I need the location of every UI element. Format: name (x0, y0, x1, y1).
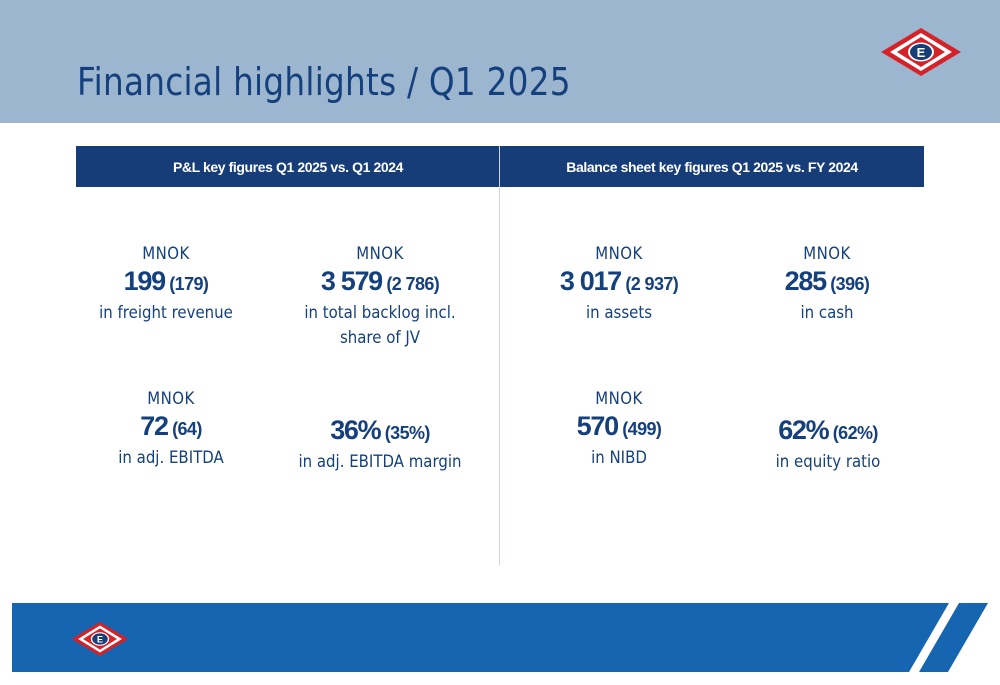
logo-letter: E (917, 45, 926, 60)
page-title: Financial highlights / Q1 2025 (77, 60, 571, 104)
metric-prior-value: (2 937) (625, 274, 679, 294)
metric-value: 62% (778, 415, 829, 445)
metric-ebitda-margin: 36% (35%) in adj. EBITDA margin (275, 413, 485, 475)
metric-prior-value: (35%) (384, 423, 431, 443)
metric-prior-value: (64) (172, 419, 202, 439)
metric-value: 3 579 (320, 266, 383, 296)
metric-backlog: MNOK 3 579 (2 786) in total backlog incl… (274, 244, 486, 351)
metric-freight-revenue: MNOK 199 (179) in freight revenue (61, 244, 271, 326)
metric-label: in adj. EBITDA margin (298, 452, 462, 472)
metric-label: in assets (585, 303, 652, 323)
metric-label: in adj. EBITDA (118, 448, 224, 468)
metric-label: in total backlog incl. share of JV (304, 303, 456, 348)
metric-value: 72 (140, 411, 169, 441)
metric-unit: MNOK (356, 244, 404, 264)
metric-unit: MNOK (147, 389, 195, 409)
footer-band (12, 603, 988, 672)
metric-cash: MNOK 285 (396) in cash (722, 244, 932, 326)
metric-label: in freight revenue (99, 303, 233, 323)
metric-prior-value: (62%) (832, 423, 879, 443)
metric-value: 285 (784, 266, 827, 296)
metric-label: in NIBD (591, 448, 647, 468)
metric-adj-ebitda: MNOK 72 (64) in adj. EBITDA (66, 389, 276, 471)
metric-unit: MNOK (595, 389, 643, 409)
metric-label: in equity ratio (775, 452, 881, 472)
metric-nibd: MNOK 570 (499) in NIBD (514, 389, 724, 471)
key-figures-header: P&L key figures Q1 2025 vs. Q1 2024 Bala… (76, 146, 924, 187)
metric-prior-value: (2 786) (386, 274, 440, 294)
footer-logo: E (71, 622, 129, 656)
metric-label: in cash (800, 303, 854, 323)
metric-unit: MNOK (595, 244, 643, 264)
pl-header: P&L key figures Q1 2025 vs. Q1 2024 (172, 158, 404, 175)
metric-value: 570 (576, 411, 619, 441)
metric-value: 3 017 (559, 266, 622, 296)
metric-prior-value: (499) (622, 419, 662, 439)
column-divider (499, 146, 500, 565)
metric-prior-value: (179) (169, 274, 209, 294)
metric-unit: MNOK (142, 244, 190, 264)
balance-sheet-header: Balance sheet key figures Q1 2025 vs. FY… (566, 158, 858, 175)
logo-letter: E (97, 635, 103, 645)
metric-value: 199 (123, 266, 166, 296)
metric-equity-ratio: 62% (62%) in equity ratio (723, 413, 933, 475)
metric-value: 36% (330, 415, 381, 445)
metric-unit: MNOK (803, 244, 851, 264)
company-logo: E (881, 28, 961, 76)
metric-prior-value: (396) (830, 274, 870, 294)
metric-assets: MNOK 3 017 (2 937) in assets (514, 244, 724, 326)
title-band (0, 0, 1000, 123)
